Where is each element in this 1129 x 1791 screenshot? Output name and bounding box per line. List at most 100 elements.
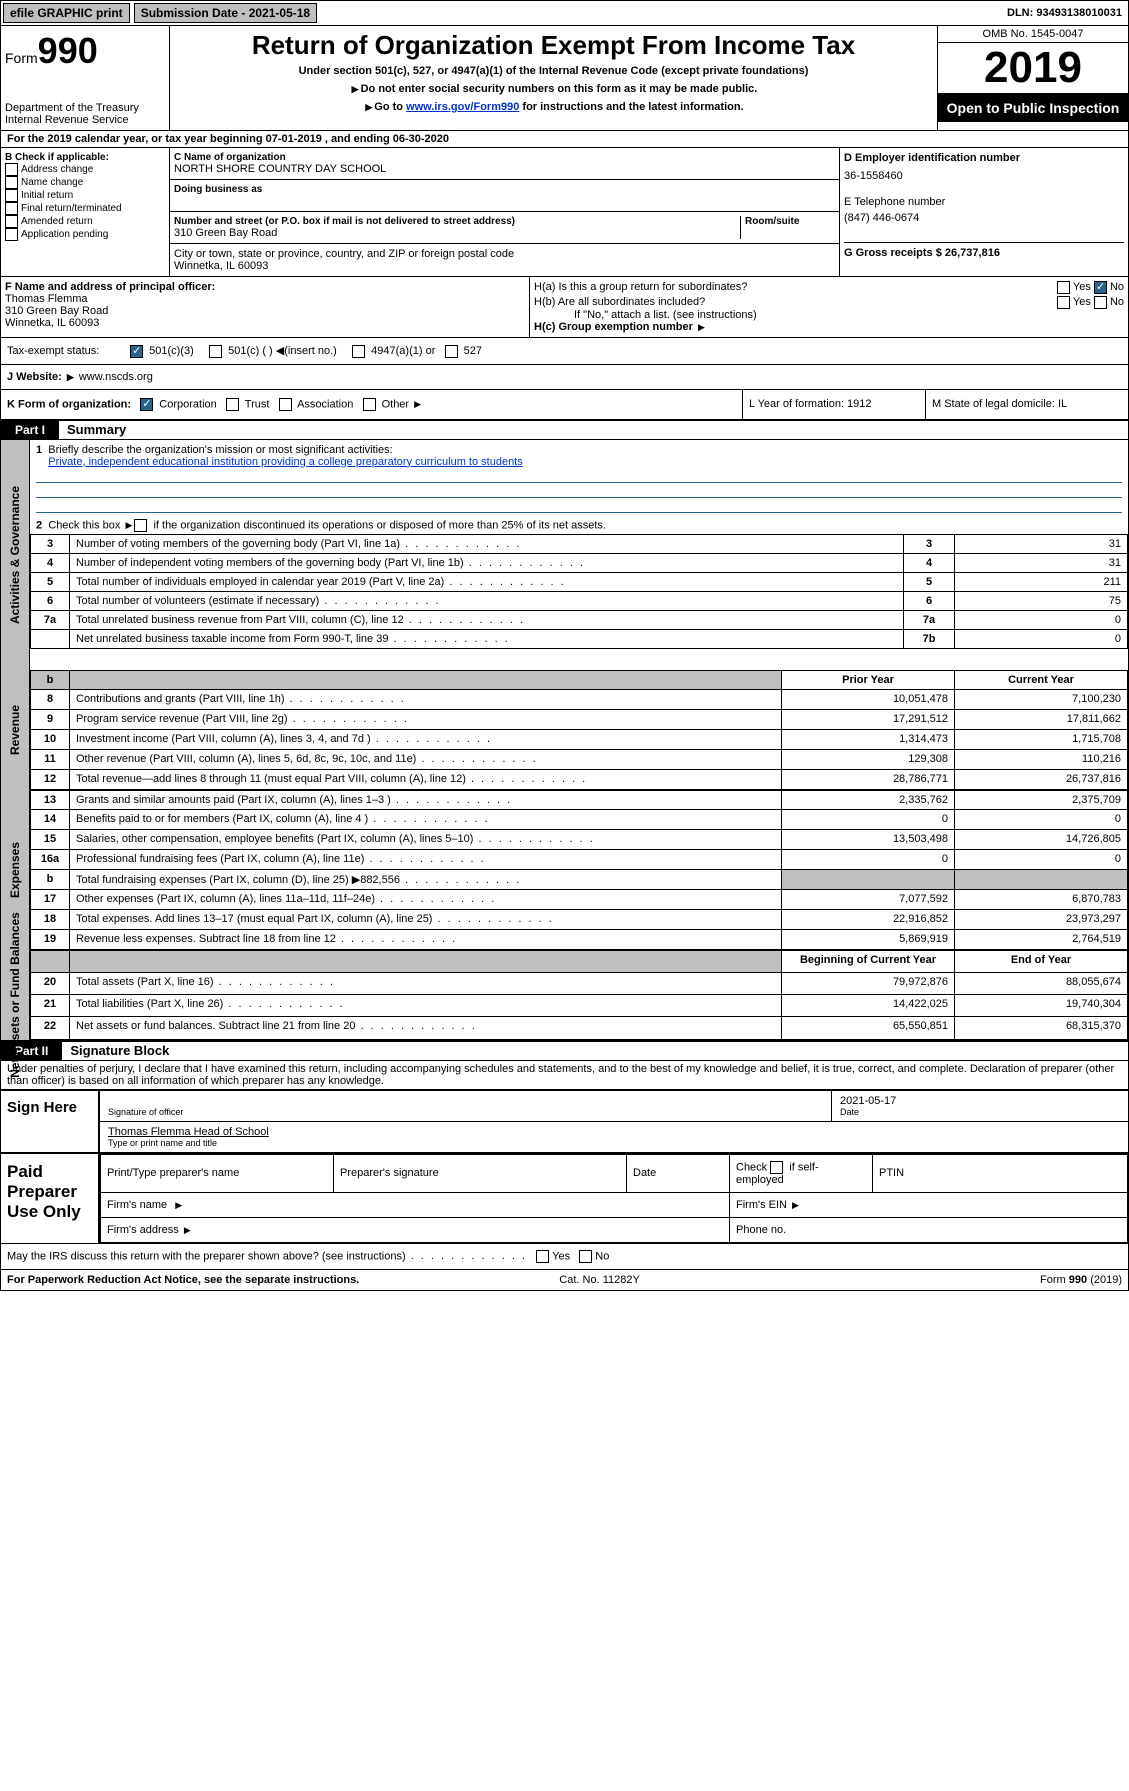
section-m: M State of legal domicile: IL	[925, 390, 1128, 419]
sig-type-label: Type or print name and title	[108, 1138, 1120, 1148]
preparer-sig-label: Preparer's signature	[334, 1154, 627, 1192]
firm-ein-label: Firm's EIN	[736, 1199, 787, 1211]
hb-yes-checkbox[interactable]	[1057, 296, 1070, 309]
b-option[interactable]: Final return/terminated	[5, 202, 165, 215]
b-option[interactable]: Application pending	[5, 228, 165, 241]
sign-here-label: Sign Here	[1, 1091, 98, 1152]
501c3-checkbox[interactable]	[130, 345, 143, 358]
city-label: City or town, state or province, country…	[174, 248, 835, 260]
ha-no-checkbox[interactable]	[1094, 281, 1107, 294]
website-value: www.nscds.org	[79, 371, 153, 383]
section-b-c-d: B Check if applicable: Address changeNam…	[1, 148, 1128, 277]
sig-name: Thomas Flemma Head of School	[108, 1126, 1120, 1138]
paid-preparer-table: Print/Type preparer's name Preparer's si…	[100, 1154, 1128, 1243]
b-option[interactable]: Address change	[5, 163, 165, 176]
ein: 36-1558460	[844, 170, 1124, 182]
b-option[interactable]: Name change	[5, 176, 165, 189]
officer-addr1: 310 Green Bay Road	[5, 305, 525, 317]
q2-checkbox[interactable]	[134, 519, 147, 532]
tax-year: 2019	[938, 43, 1128, 94]
b-option[interactable]: Initial return	[5, 189, 165, 202]
form-note-2: Go to www.irs.gov/Form990 for instructio…	[180, 101, 927, 113]
527-checkbox[interactable]	[445, 345, 458, 358]
b-label: B Check if applicable:	[5, 152, 165, 163]
section-k: K Form of organization: Corporation Trus…	[1, 390, 742, 419]
b-option[interactable]: Amended return	[5, 215, 165, 228]
h-a: H(a) Is this a group return for subordin…	[534, 281, 1057, 294]
trust-checkbox[interactable]	[226, 398, 239, 411]
part-2-header: Part II Signature Block	[1, 1042, 1128, 1061]
ha-yes-checkbox[interactable]	[1057, 281, 1070, 294]
officer-name: Thomas Flemma	[5, 293, 525, 305]
paid-preparer-block: Paid Preparer Use Only Print/Type prepar…	[1, 1152, 1128, 1243]
mission-text: Private, independent educational institu…	[48, 456, 523, 468]
section-d-e-g: D Employer identification number 36-1558…	[840, 148, 1128, 276]
self-employed-checkbox[interactable]	[770, 1161, 783, 1174]
revenue-table: bPrior YearCurrent Year8Contributions an…	[30, 670, 1128, 790]
sig-date-label: Date	[840, 1107, 1120, 1117]
officer-label: F Name and address of principal officer:	[5, 281, 525, 293]
discuss-question: May the IRS discuss this return with the…	[7, 1250, 527, 1262]
cat-no: Cat. No. 11282Y	[559, 1274, 640, 1286]
firm-addr-label: Firm's address	[107, 1224, 179, 1236]
netassets-table: Beginning of Current YearEnd of Year20To…	[30, 950, 1128, 1040]
501c-checkbox[interactable]	[209, 345, 222, 358]
other-checkbox[interactable]	[363, 398, 376, 411]
section-l: L Year of formation: 1912	[742, 390, 925, 419]
expenses-block: Expenses 13Grants and similar amounts pa…	[1, 790, 1128, 950]
section-c: C Name of organization NORTH SHORE COUNT…	[170, 148, 840, 276]
section-j-website: J Website: www.nscds.org	[1, 365, 1128, 390]
form-org-label: K Form of organization:	[7, 398, 131, 410]
section-k-l-m: K Form of organization: Corporation Trus…	[1, 390, 1128, 421]
hb-no-checkbox[interactable]	[1094, 296, 1107, 309]
section-f: F Name and address of principal officer:…	[1, 277, 530, 337]
form-title: Return of Organization Exempt From Incom…	[180, 30, 927, 61]
governance-block: Activities & Governance 1 Briefly descri…	[1, 440, 1128, 670]
dba-label: Doing business as	[174, 184, 835, 195]
assoc-checkbox[interactable]	[279, 398, 292, 411]
part-1-header: Part I Summary	[1, 421, 1128, 440]
vlabel-revenue: Revenue	[8, 705, 22, 755]
4947-checkbox[interactable]	[352, 345, 365, 358]
ptin-label: PTIN	[873, 1154, 1128, 1192]
street-label: Number and street (or P.O. box if mail i…	[174, 216, 740, 227]
corp-checkbox[interactable]	[140, 398, 153, 411]
website-label: J Website:	[7, 371, 62, 383]
dept-treasury: Department of the Treasury Internal Reve…	[5, 102, 165, 126]
org-name: NORTH SHORE COUNTRY DAY SCHOOL	[174, 163, 835, 175]
irs-link[interactable]: www.irs.gov/Form990	[406, 101, 519, 113]
sig-date: 2021-05-17	[840, 1095, 1120, 1107]
street: 310 Green Bay Road	[174, 227, 740, 239]
h-c: H(c) Group exemption number	[534, 321, 693, 333]
efile-print-button[interactable]: efile GRAPHIC print	[3, 3, 130, 23]
paid-preparer-label: Paid Preparer Use Only	[1, 1154, 98, 1243]
ein-label: D Employer identification number	[844, 152, 1124, 164]
sig-officer-label: Signature of officer	[108, 1107, 823, 1117]
city: Winnetka, IL 60093	[174, 260, 835, 272]
pra-notice: For Paperwork Reduction Act Notice, see …	[7, 1274, 359, 1286]
tax-status-label: Tax-exempt status:	[7, 345, 127, 357]
firm-name-label: Firm's name	[107, 1199, 167, 1211]
gross-receipts: G Gross receipts $ 26,737,816	[844, 242, 1124, 259]
h-b: H(b) Are all subordinates included?	[534, 296, 1057, 309]
form-990-page: efile GRAPHIC print Submission Date - 20…	[0, 0, 1129, 1291]
part-1-bar: Part I	[1, 421, 59, 439]
netassets-block: Net Assets or Fund Balances Beginning of…	[1, 950, 1128, 1042]
section-f-h: F Name and address of principal officer:…	[1, 277, 1128, 338]
discuss-yes-checkbox[interactable]	[536, 1250, 549, 1263]
declaration-text: Under penalties of perjury, I declare th…	[1, 1061, 1128, 1089]
preparer-date-label: Date	[627, 1154, 730, 1192]
discuss-row: May the IRS discuss this return with the…	[1, 1243, 1128, 1269]
q2-label: Check this box	[48, 519, 120, 531]
submission-date: Submission Date - 2021-05-18	[134, 3, 317, 23]
page-footer: For Paperwork Reduction Act Notice, see …	[1, 1269, 1128, 1290]
preparer-name-label: Print/Type preparer's name	[101, 1154, 334, 1192]
form-ref: Form 990 (2019)	[1040, 1274, 1122, 1286]
discuss-no-checkbox[interactable]	[579, 1250, 592, 1263]
part-1-title: Summary	[59, 422, 126, 437]
expenses-table: 13Grants and similar amounts paid (Part …	[30, 790, 1128, 950]
form-header: Form990 Department of the Treasury Inter…	[1, 26, 1128, 131]
omb-number: OMB No. 1545-0047	[938, 26, 1128, 43]
revenue-block: Revenue bPrior YearCurrent Year8Contribu…	[1, 670, 1128, 790]
section-h: H(a) Is this a group return for subordin…	[530, 277, 1128, 337]
